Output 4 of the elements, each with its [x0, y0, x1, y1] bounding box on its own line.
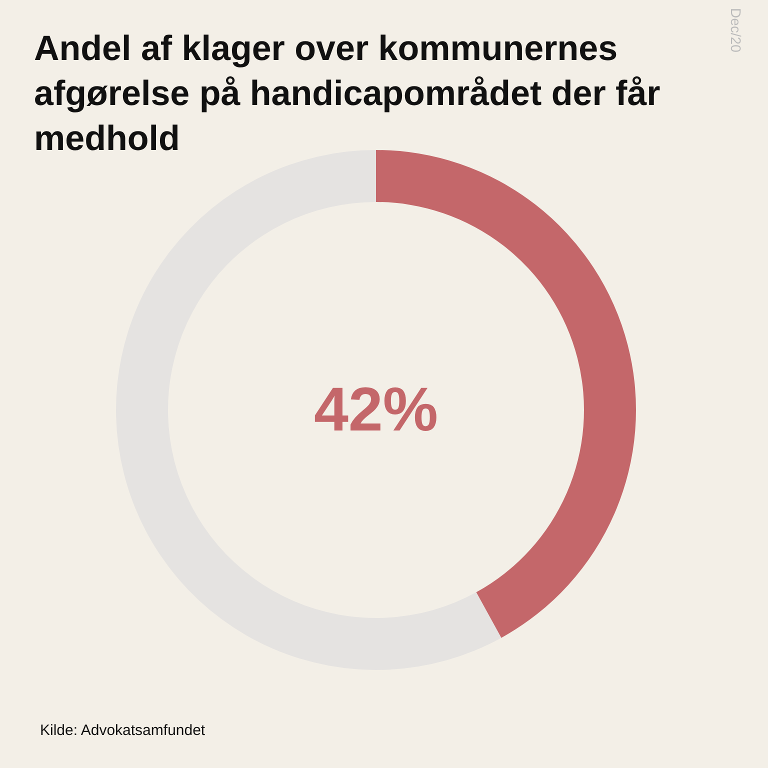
data-label: 42% — [314, 376, 438, 444]
text: Kilde: Advokatsamfundet — [40, 722, 206, 739]
text: Dec/20 — [728, 8, 744, 52]
chart-title: Andel af klager over kommunernes afgørelse på handicapområdet der får medhold — [34, 28, 662, 160]
